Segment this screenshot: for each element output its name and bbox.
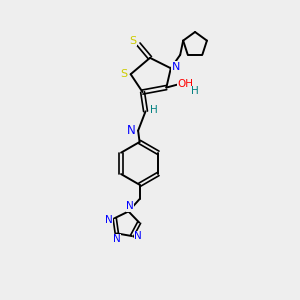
Text: N: N [113, 234, 121, 244]
Text: N: N [134, 231, 142, 241]
Text: OH: OH [177, 79, 193, 89]
Text: S: S [121, 69, 128, 79]
Text: N: N [127, 124, 136, 137]
Text: H: H [150, 105, 158, 115]
Text: N: N [105, 215, 112, 225]
Text: H: H [191, 86, 199, 96]
Text: N: N [126, 201, 134, 211]
Text: S: S [130, 36, 137, 46]
Text: N: N [172, 62, 180, 72]
